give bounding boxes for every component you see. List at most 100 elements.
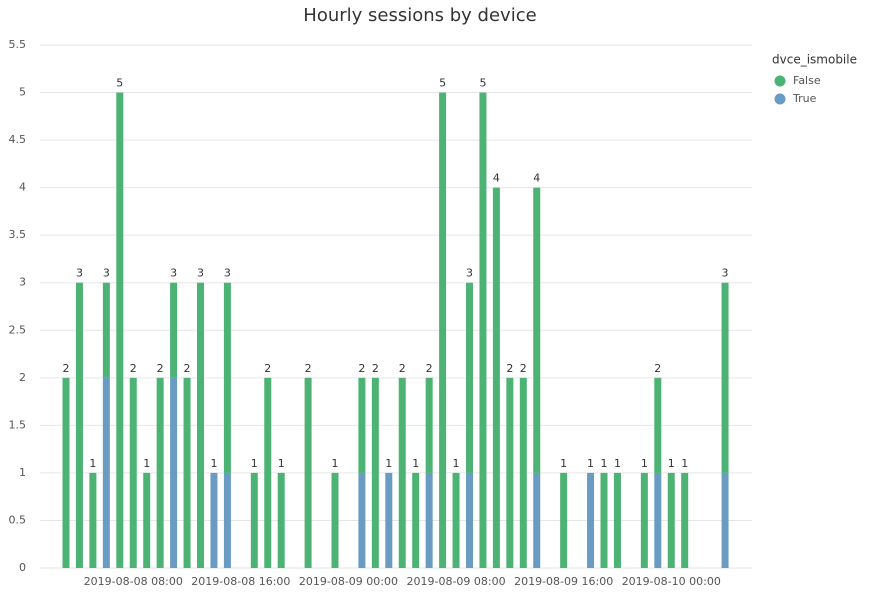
bar-segment (479, 92, 487, 568)
x-tick-label: 2019-08-09 00:00 (299, 575, 398, 588)
bar-segment (533, 187, 541, 473)
total-label: 2 (426, 362, 433, 375)
bar-segment (371, 377, 379, 568)
total-label: 1 (385, 457, 392, 470)
bar-segment (681, 472, 689, 568)
bar-segment (721, 282, 729, 473)
total-label: 2 (184, 362, 191, 375)
bar-segment (250, 472, 258, 568)
bar-segment (600, 472, 608, 568)
bar-segment (560, 472, 568, 568)
total-label: 2 (130, 362, 137, 375)
bar-segment (654, 377, 662, 473)
y-tick-label: 2.5 (9, 323, 27, 336)
total-label: 2 (506, 362, 513, 375)
bar-segment (587, 472, 595, 568)
total-label: 2 (63, 362, 70, 375)
bar-segment (506, 377, 514, 568)
total-label: 1 (587, 457, 594, 470)
total-label: 1 (210, 457, 217, 470)
total-label: 2 (399, 362, 406, 375)
bar-segment (439, 92, 447, 568)
bar-segment (613, 472, 621, 568)
bar-segment (75, 282, 83, 568)
legend-swatch (774, 75, 786, 87)
bar-segment (358, 472, 366, 568)
bar-segment (116, 92, 124, 568)
chart-title: Hourly sessions by device (303, 5, 536, 26)
bar-segment (264, 377, 272, 568)
bar-segment (102, 282, 110, 378)
x-tick-label: 2019-08-09 08:00 (406, 575, 505, 588)
bar-segment (223, 282, 231, 473)
legend-label: False (793, 74, 821, 87)
bar-segment (519, 377, 527, 568)
total-label: 3 (722, 267, 729, 280)
total-label: 3 (197, 267, 204, 280)
y-tick-label: 0 (19, 561, 26, 574)
y-tick-label: 1 (19, 466, 26, 479)
legend-label: True (792, 92, 817, 105)
total-label: 1 (89, 457, 96, 470)
total-label: 1 (251, 457, 258, 470)
bar-segment (129, 377, 137, 568)
bar-segment (452, 472, 460, 568)
total-label: 3 (224, 267, 231, 280)
bar-segment (466, 472, 473, 568)
y-tick-label: 4 (19, 181, 26, 194)
bar-segment (183, 377, 191, 568)
total-label: 1 (143, 457, 150, 470)
total-label: 5 (439, 77, 446, 90)
total-label: 1 (412, 457, 419, 470)
total-label: 4 (493, 172, 500, 185)
total-label: 1 (453, 457, 460, 470)
total-label: 2 (264, 362, 271, 375)
total-label: 1 (681, 457, 688, 470)
total-label: 2 (305, 362, 312, 375)
total-label: 2 (654, 362, 661, 375)
y-tick-label: 5 (19, 86, 26, 99)
bar-segment (170, 377, 178, 568)
bar-segment (197, 282, 204, 568)
total-label: 1 (614, 457, 621, 470)
x-tick-label: 2019-08-09 16:00 (514, 575, 613, 588)
total-label: 1 (641, 457, 648, 470)
y-tick-label: 5.5 (9, 38, 27, 51)
bar-segment (721, 472, 729, 568)
x-tick-label: 2019-08-10 00:00 (622, 575, 721, 588)
bar-segment (170, 282, 178, 378)
legend-title: dvce_ismobile (772, 53, 857, 67)
y-tick-label: 3.5 (9, 228, 27, 241)
bar-segment (425, 377, 433, 473)
total-label: 1 (332, 457, 339, 470)
bar-segment (667, 472, 675, 568)
total-label: 2 (520, 362, 527, 375)
bar-segment (102, 377, 110, 568)
total-label: 4 (533, 172, 540, 185)
y-tick-label: 2 (19, 371, 26, 384)
total-label: 3 (76, 267, 83, 280)
total-label: 3 (170, 267, 177, 280)
x-tick-label: 2019-08-08 16:00 (191, 575, 290, 588)
bar-segment (156, 377, 164, 568)
total-label: 5 (479, 77, 486, 90)
bar-segment (640, 472, 648, 568)
y-tick-label: 3 (19, 276, 26, 289)
total-label: 1 (668, 457, 675, 470)
bar-segment (466, 282, 473, 473)
bar-segment (223, 472, 231, 568)
total-label: 2 (157, 362, 164, 375)
bar-segment (277, 472, 285, 568)
total-label: 1 (278, 457, 285, 470)
bar-segment (385, 472, 393, 568)
y-tick-label: 4.5 (9, 133, 27, 146)
bar-segment (210, 472, 218, 568)
bar-segment (492, 187, 500, 569)
total-label: 1 (560, 457, 567, 470)
x-tick-label: 2019-08-08 08:00 (84, 575, 183, 588)
legend-swatch (774, 93, 786, 105)
bar-segment (62, 377, 70, 568)
bar-segment (358, 377, 366, 473)
